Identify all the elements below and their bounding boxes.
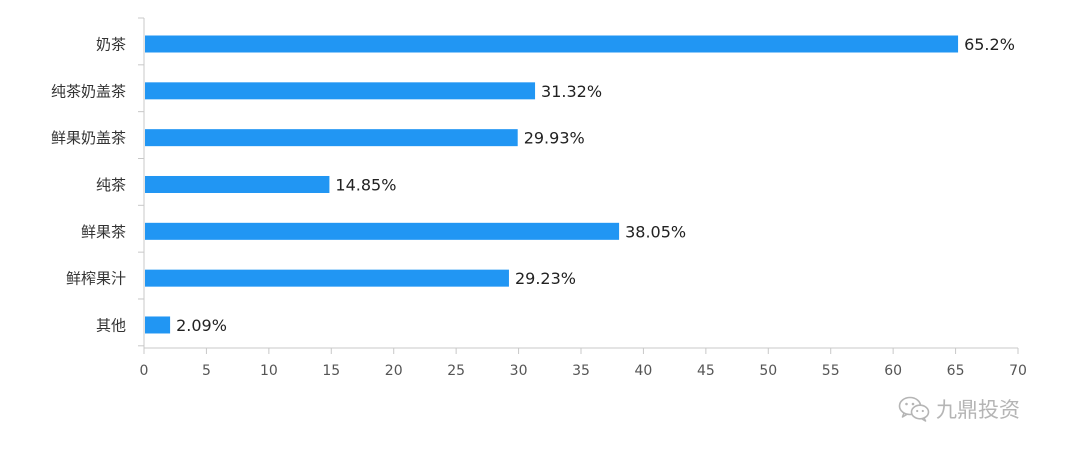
category-label: 鲜果奶盖茶 <box>51 129 126 147</box>
bar <box>145 222 620 240</box>
category-label: 奶茶 <box>96 36 126 54</box>
category-label: 纯茶奶盖茶 <box>51 82 126 100</box>
data-label: 38.05% <box>625 222 686 241</box>
watermark-text: 九鼎投资 <box>936 398 1020 422</box>
x-tick-label: 25 <box>447 363 465 379</box>
data-label: 29.93% <box>524 129 585 148</box>
x-tick-label: 40 <box>635 363 653 379</box>
bar <box>145 269 509 287</box>
category-label: 纯茶 <box>96 176 126 194</box>
category-label: 鲜榨果汁 <box>66 270 126 288</box>
x-tick-label: 30 <box>510 363 528 379</box>
category-label: 鲜果茶 <box>81 223 126 241</box>
x-tick-label: 20 <box>385 363 403 379</box>
x-tick-label: 65 <box>947 363 965 379</box>
x-tick-label: 35 <box>572 363 590 379</box>
x-tick-label: 5 <box>202 363 211 379</box>
x-tick-label: 55 <box>822 363 840 379</box>
watermark: 九鼎投资 <box>898 394 1020 424</box>
data-label: 29.23% <box>515 269 576 288</box>
x-tick-label: 60 <box>884 363 902 379</box>
data-label: 31.32% <box>541 82 602 101</box>
x-tick-label: 50 <box>759 363 777 379</box>
data-label: 65.2% <box>964 35 1015 54</box>
wechat-icon <box>898 396 930 422</box>
bar <box>145 35 959 53</box>
data-label: 14.85% <box>335 175 396 194</box>
x-tick-label: 70 <box>1009 363 1027 379</box>
bar <box>145 129 518 147</box>
x-tick-label: 0 <box>140 363 149 379</box>
category-label: 其他 <box>96 316 126 334</box>
x-tick-label: 45 <box>697 363 715 379</box>
bar <box>145 82 536 100</box>
bar <box>145 316 171 334</box>
data-label: 2.09% <box>176 316 227 335</box>
x-tick-label: 10 <box>260 363 278 379</box>
bar <box>145 175 330 193</box>
x-tick-label: 15 <box>322 363 340 379</box>
